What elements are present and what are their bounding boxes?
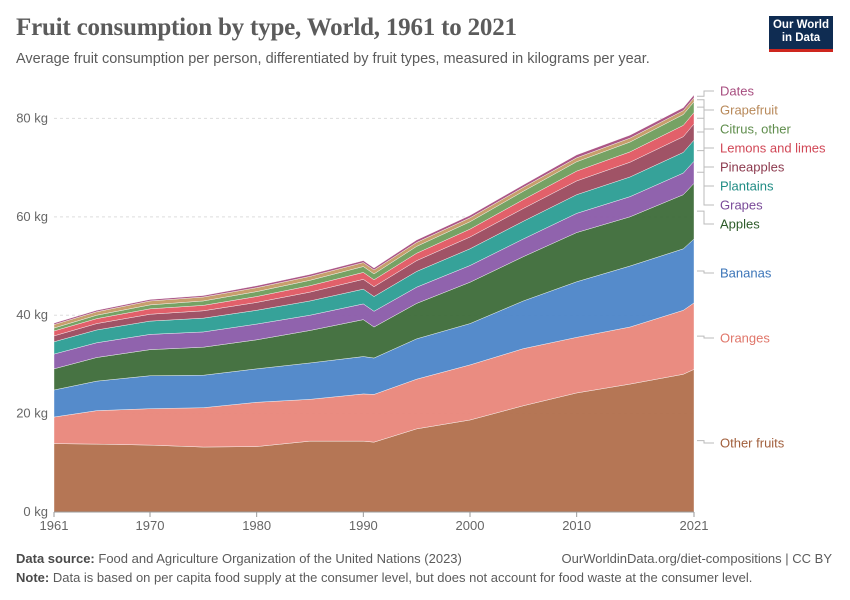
legend-label-pineapples: Pineapples [720, 160, 785, 175]
legend-connector [697, 131, 714, 168]
data-source: Data source: Food and Agriculture Organi… [16, 551, 462, 566]
legend-label-apples: Apples [720, 217, 760, 232]
x-tick-label: 2010 [562, 518, 591, 533]
owid-logo[interactable]: Our World in Data [769, 16, 833, 52]
area-dates [53, 94, 695, 325]
chart-subtitle: Average fruit consumption per person, di… [16, 51, 650, 67]
y-tick-label: 0 kg [23, 504, 48, 519]
legend-label-dates: Dates [720, 84, 754, 99]
legend-label-grapes: Grapes [720, 198, 763, 213]
legend-connector [697, 150, 714, 187]
x-tick-label: 1961 [40, 518, 69, 533]
legend-label-bananas: Bananas [720, 266, 772, 281]
legend-label-grapefruit: Grapefruit [720, 103, 778, 118]
legend-connector [697, 171, 714, 206]
x-tick-label: 1980 [242, 518, 271, 533]
logo-line-1: Our World [772, 19, 829, 31]
legend-connector [697, 210, 714, 225]
legend-connector [697, 99, 714, 111]
y-tick-label: 20 kg [16, 406, 48, 421]
logo-line-2: in Data [781, 32, 821, 44]
data-source-text[interactable]: Food and Agriculture Organization of the… [98, 551, 462, 566]
x-tick-label: 1990 [349, 518, 378, 533]
chart-title: Fruit consumption by type, World, 1961 t… [16, 14, 517, 41]
legend-connector [697, 90, 714, 97]
data-source-label: Data source: [16, 551, 95, 566]
stacked-area-chart: 0 kg 20 kg 40 kg 60 kg 80 kg 1961 1970 1980 1990… [16, 84, 826, 534]
note: Note: Data is based on per capita food s… [16, 570, 752, 585]
y-tick-label: 60 kg [16, 209, 48, 224]
x-tick-label: 2000 [456, 518, 485, 533]
legend-connector [697, 117, 714, 149]
legend-label-other-fruits: Other fruits [720, 436, 785, 451]
legend-connector [697, 440, 714, 444]
source-url[interactable]: OurWorldinData.org/diet-compositions | C… [561, 551, 832, 566]
legend-label-plantains: Plantains [720, 179, 774, 194]
legend-connector [697, 270, 714, 274]
y-tick-label: 40 kg [16, 307, 48, 322]
x-tick-label: 2021 [680, 518, 709, 533]
note-text: Data is based on per capita food supply … [52, 570, 753, 585]
legend-label-lemons-and-limes: Lemons and limes [720, 141, 826, 156]
y-tick-label: 80 kg [16, 110, 48, 125]
legend-label-oranges: Oranges [720, 331, 770, 346]
note-label: Note: [16, 570, 50, 585]
legend-connector [697, 335, 714, 339]
legend-label-citrus-other: Citrus, other [720, 122, 791, 137]
legend-connector [697, 106, 714, 130]
x-tick-label: 1970 [136, 518, 165, 533]
